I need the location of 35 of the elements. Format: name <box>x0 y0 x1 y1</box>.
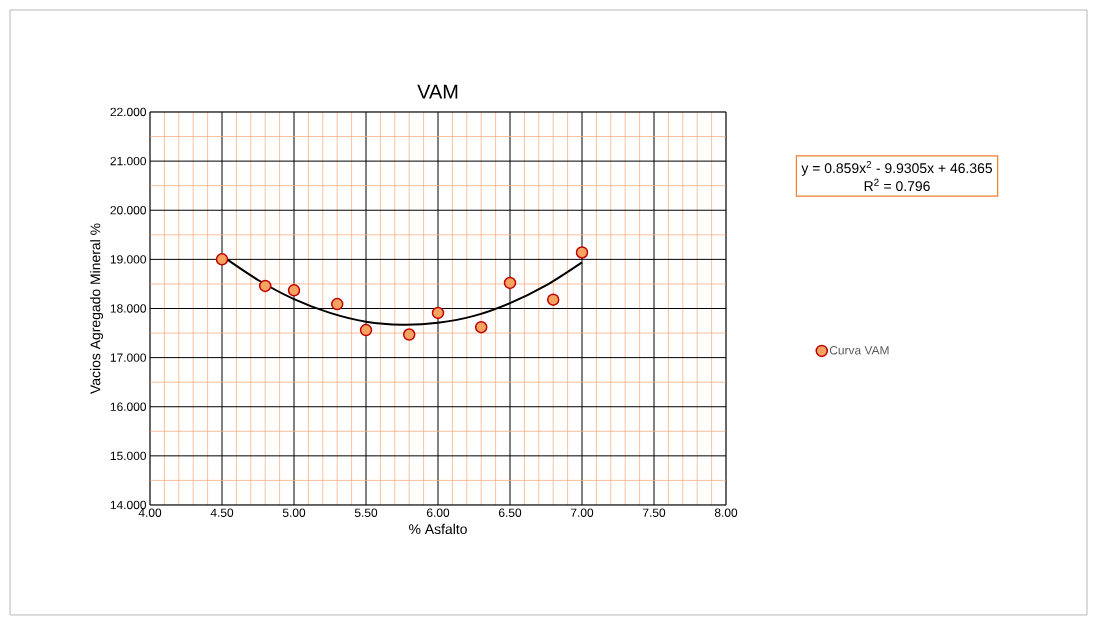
x-tick-label: 4.00 <box>138 508 162 517</box>
x-tick-label: 4.50 <box>210 508 234 517</box>
x-tick-label: 7.00 <box>570 508 594 517</box>
y-tick-label: 21.000 <box>110 156 147 166</box>
y-tick-label: 16.000 <box>110 402 147 411</box>
y-tick-label: 18.000 <box>110 304 147 313</box>
point <box>546 293 560 306</box>
point <box>359 323 373 337</box>
text: y = 0.859x$^{2}$ - 9.9305x + 46.365 <box>801 160 993 176</box>
y-tick-label: 19.000 <box>110 255 147 264</box>
point <box>287 284 301 297</box>
x-tick-label: 8.00 <box>714 508 738 517</box>
point <box>503 276 517 290</box>
y-tick-label: 20.000 <box>110 206 147 215</box>
x-tick-label: 6.00 <box>426 508 450 517</box>
y-tick-label: 15.000 <box>110 451 147 461</box>
point <box>431 306 445 320</box>
y-axis-title: Vacios Agregado Mineral % <box>90 223 104 394</box>
point <box>258 279 272 293</box>
point <box>575 246 589 259</box>
x-axis-title: % Asfalto <box>409 523 467 535</box>
text: R$^{2}$ = 0.796 <box>864 178 930 192</box>
y-tick-label: 22.000 <box>110 107 147 117</box>
x-tick-label: 7.50 <box>642 508 666 517</box>
legend-label: Curva VAM <box>829 346 889 355</box>
x-tick-label: 6.50 <box>498 508 522 517</box>
chart-title: VAM <box>417 84 458 99</box>
y-tick-label: 14.000 <box>110 500 147 510</box>
point <box>330 297 344 311</box>
x-tick-label: 5.00 <box>282 508 306 517</box>
point <box>215 253 229 266</box>
point <box>402 328 416 341</box>
y-tick-label: 17.000 <box>110 353 147 362</box>
x-tick-label: 5.50 <box>354 508 378 517</box>
point <box>474 320 488 334</box>
